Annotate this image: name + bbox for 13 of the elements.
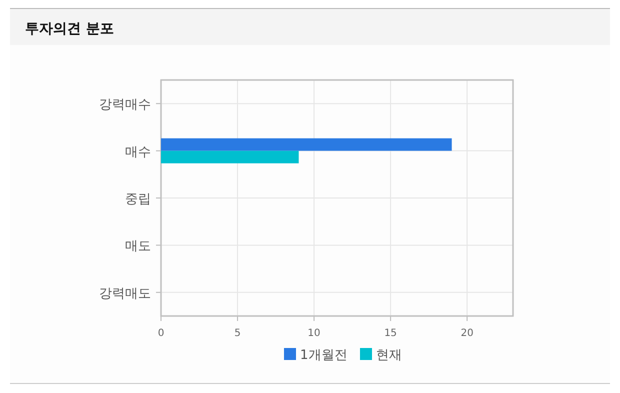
y-tick-label: 중립 <box>125 192 151 207</box>
x-tick-label: 0 <box>158 328 164 339</box>
y-tick-label: 매도 <box>125 239 151 254</box>
y-tick-label: 강력매수 <box>99 98 151 113</box>
x-tick-label: 15 <box>384 328 397 339</box>
legend-label: 1개월전 <box>300 348 348 363</box>
x-tick-label: 5 <box>234 328 241 339</box>
legend-label: 현재 <box>376 348 402 363</box>
x-tick-label: 10 <box>308 328 320 339</box>
y-tick-label: 강력매도 <box>99 286 151 302</box>
x-tick-label: 20 <box>460 328 474 339</box>
y-tick-label: 매수 <box>125 144 151 160</box>
chart-title: 투자의견 분포 <box>25 21 114 37</box>
